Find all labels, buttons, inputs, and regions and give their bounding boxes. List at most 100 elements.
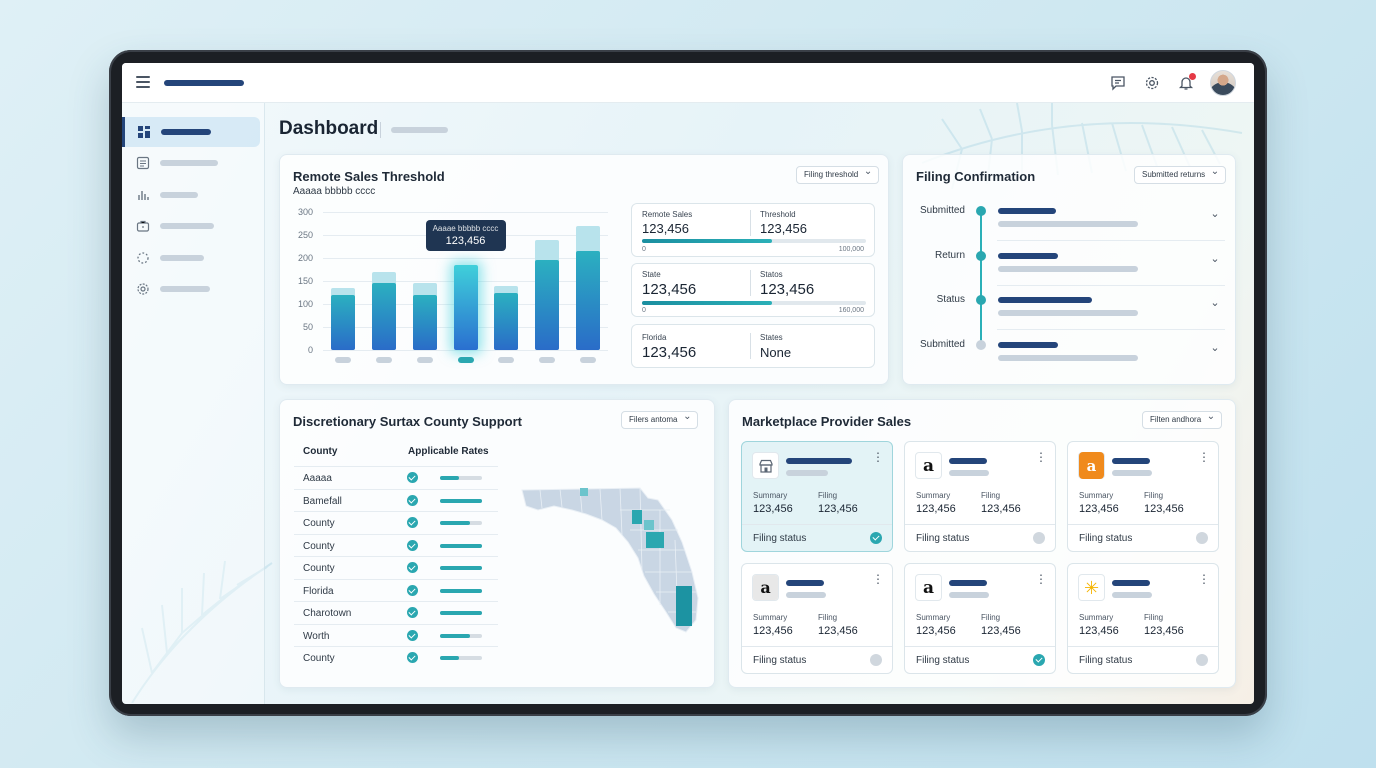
table-row[interactable]: Bamefall — [294, 488, 498, 511]
provider-tile[interactable]: ⋮ Summary 123,456 Filing 123,456 Filing statu… — [741, 441, 893, 552]
sidebar-item-status[interactable] — [122, 243, 260, 273]
stat-label: Florida — [642, 333, 667, 342]
x-tick-label — [538, 357, 555, 363]
bell-icon[interactable] — [1176, 73, 1196, 93]
rate-fill — [440, 498, 482, 503]
bar-chart: 300 250 200 150 100 50 0 Aaaae bbbbb cccc 123,45… — [283, 205, 613, 370]
timeline-step[interactable]: Return ⌄ — [903, 244, 1237, 284]
more-options-icon[interactable]: ⋮ — [872, 572, 884, 586]
walmart-icon: ✳ — [1078, 574, 1105, 601]
x-tick-label — [457, 357, 474, 363]
step-done-icon — [976, 251, 986, 261]
table-row[interactable]: County — [294, 511, 498, 533]
document-icon — [136, 156, 150, 170]
amazon-gray-icon: a — [752, 574, 779, 601]
summary-label: Summary — [753, 491, 788, 500]
table-row[interactable]: Florida — [294, 578, 498, 601]
provider-tile[interactable]: a ⋮ Summary 123,456 Filing 123,456 Filing stat… — [904, 441, 1056, 552]
provider-subtitle — [949, 470, 989, 476]
sidebar-item-documents[interactable] — [122, 148, 260, 178]
surtax-card: Discretionary Surtax County Support File… — [279, 399, 715, 688]
stat-florida: Florida 123,456 States None — [631, 324, 875, 368]
chevron-down-icon[interactable]: ⌄ — [1210, 208, 1220, 220]
bar[interactable] — [412, 294, 437, 350]
timeline-step[interactable]: Submitted ⌄ — [903, 199, 1237, 239]
provider-tile[interactable]: a ⋮ Summary 123,456 Filing 123,456 Filing stat… — [1067, 441, 1219, 552]
bar[interactable] — [575, 251, 600, 350]
chevron-down-icon[interactable]: ⌄ — [1210, 342, 1220, 354]
gear-icon[interactable] — [1142, 73, 1162, 93]
store-icon — [752, 452, 779, 479]
timeline-step[interactable]: Status ⌄ — [903, 288, 1237, 328]
florida-map-icon[interactable] — [520, 480, 700, 640]
more-options-icon[interactable]: ⋮ — [1035, 450, 1047, 464]
provider-subtitle — [786, 470, 828, 476]
check-icon — [407, 494, 418, 506]
sidebar-item-filings[interactable] — [122, 211, 260, 241]
more-options-icon[interactable]: ⋮ — [1198, 450, 1210, 464]
filers-dropdown[interactable]: Filers antoma — [621, 409, 699, 429]
county-name: Aaaaa — [303, 473, 332, 484]
filing-value: 123,456 — [818, 503, 858, 515]
sidebar-item-settings[interactable] — [122, 274, 260, 304]
card-title: Remote Sales Threshold — [293, 169, 445, 184]
summary-value: 123,456 — [753, 503, 793, 515]
provider-tile[interactable]: a ⋮ Summary 123,456 Filing 123,456 Filing stat… — [904, 563, 1056, 674]
stat-value: 123,456 — [760, 221, 807, 236]
more-options-icon[interactable]: ⋮ — [872, 450, 884, 464]
bar[interactable] — [494, 292, 519, 350]
table-row[interactable]: Charotown — [294, 601, 498, 623]
step-label: Submitted — [919, 205, 965, 216]
filing-label: Filing — [981, 491, 1001, 500]
status-pending-icon — [870, 654, 882, 666]
sidebar-item-label — [161, 129, 211, 135]
table-row[interactable]: County — [294, 646, 498, 668]
rate-bar — [440, 521, 482, 525]
chevron-down-icon[interactable]: ⌄ — [1210, 253, 1220, 265]
bar[interactable] — [372, 283, 397, 350]
county-name: County — [303, 540, 335, 552]
bar[interactable] — [534, 260, 559, 350]
table-row[interactable]: County — [294, 556, 498, 578]
filing-label: Filing — [981, 613, 1001, 622]
filing-threshold-dropdown[interactable]: Filing threshold — [796, 164, 880, 184]
check-icon — [407, 539, 418, 551]
sidebar-item-reports[interactable] — [122, 180, 260, 210]
bar[interactable] — [331, 294, 356, 350]
stat-value: None — [760, 345, 792, 360]
more-options-icon[interactable]: ⋮ — [1035, 572, 1047, 586]
provider-name — [786, 458, 852, 464]
timeline-step[interactable]: Submitted ⌄ — [903, 333, 1237, 373]
rate-fill — [440, 543, 482, 548]
amazon-icon: a — [915, 574, 942, 601]
chat-icon[interactable] — [1108, 73, 1128, 93]
summary-value: 123,456 — [916, 625, 956, 637]
menu-icon[interactable] — [136, 76, 150, 88]
avatar[interactable] — [1210, 70, 1236, 96]
filter-dropdown[interactable]: Filten andhora — [1142, 409, 1223, 429]
table-row[interactable]: Aaaaa — [294, 466, 498, 488]
submitted-returns-dropdown[interactable]: Submitted returns — [1134, 164, 1227, 184]
dashboard-icon — [138, 126, 150, 138]
bar-highlighted[interactable] — [453, 264, 478, 350]
more-options-icon[interactable]: ⋮ — [1198, 572, 1210, 586]
stat-label: Threshold — [760, 210, 796, 219]
card-title: Discretionary Surtax County Support — [293, 414, 522, 429]
rate-bar — [440, 543, 482, 548]
sidebar-item-dashboard[interactable] — [122, 117, 260, 147]
provider-tile[interactable]: ✳ ⋮ Summary 123,456 Filing 123,456 Filing stat… — [1067, 563, 1219, 674]
provider-tile[interactable]: a ⋮ Summary 123,456 Filing 123,456 Filing stat… — [741, 563, 893, 674]
table-row[interactable]: Worth — [294, 623, 498, 646]
table-row[interactable]: County — [294, 533, 498, 556]
chevron-down-icon[interactable]: ⌄ — [1210, 297, 1220, 309]
provider-name — [949, 580, 987, 586]
filing-label: Filing — [1144, 613, 1164, 622]
summary-label: Summary — [1079, 491, 1114, 500]
marketplace-card: Marketplace Provider Sales Filten andhor… — [728, 399, 1236, 688]
y-tick-label: 200 — [297, 253, 313, 263]
step-done-icon — [976, 206, 986, 216]
tooltip-label: Aaaae bbbbb cccc — [432, 223, 499, 233]
brand-logo[interactable] — [164, 80, 244, 86]
sidebar-item-label — [160, 255, 204, 261]
check-icon — [407, 472, 418, 483]
